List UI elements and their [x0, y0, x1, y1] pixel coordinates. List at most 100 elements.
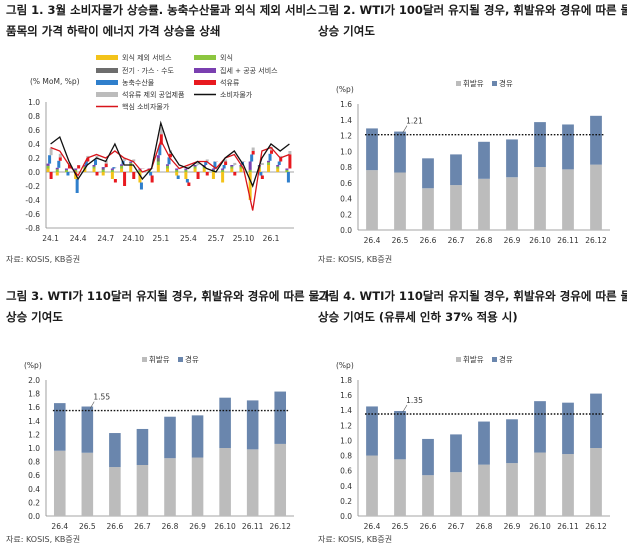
fig3-bar-gasoline	[136, 465, 149, 516]
figure-3-chart: (%p) 2.0 1.8 1.6 1.4 1.2 1.0 0.8 0.6 0.4 0.2 0.0 26.…	[24, 354, 294, 531]
fig4-ytick-label: 1.4	[340, 406, 352, 415]
fig4-xtick-label: 26.11	[557, 522, 579, 531]
fig3-xtick-label: 26.5	[79, 522, 96, 531]
fig2-bar-gasoline	[478, 178, 490, 230]
fig4-bar-diesel	[506, 419, 518, 464]
fig1-bar-agri	[84, 161, 88, 165]
fig4-ytick-label: 0.0	[340, 512, 352, 521]
fig1-legend-label-housing: 집세 + 공공 서비스	[220, 66, 278, 75]
fig1-legend-swatch-agri	[96, 80, 118, 85]
fig4-ytick-label: 1.8	[340, 376, 352, 385]
fig3-bar-diesel	[53, 403, 66, 451]
fig1-bar-dining	[248, 169, 252, 172]
fig3-xtick-label: 26.9	[189, 522, 206, 531]
fig1-bar-services-ex-dining	[184, 172, 188, 179]
fig1-legend-label-cpi: 소비자물가	[220, 90, 253, 99]
fig4-xtick-label: 26.10	[529, 522, 551, 531]
fig2-bar-diesel	[590, 115, 602, 165]
fig2-xtick-label: 26.11	[557, 236, 579, 245]
fig2-bar-gasoline	[450, 185, 462, 230]
fig1-cpi-line	[50, 120, 290, 188]
fig3-ytick-label: 1.2	[28, 430, 40, 439]
figure-1-chart: (% MoM, %p) 1.0 0.8 0.6 0.4 0.2 0.0 -0.2 -0.4 -0.…	[25, 53, 294, 243]
fig1-bar-housing	[285, 168, 289, 170]
fig2-ytick-label: 1.4	[340, 116, 352, 125]
figure-1-panel: 그림 1. 3월 소비자물가 상승률. 농축수산물과 외식 제외 서비스 품목의…	[6, 0, 317, 270]
fig1-bar-services-ex-dining	[276, 168, 280, 172]
fig1-bar-agri	[139, 182, 143, 190]
fig3-ytick-label: 0.0	[28, 512, 40, 521]
fig1-bar-utilities	[156, 158, 160, 162]
fig2-bar-gasoline	[366, 170, 378, 230]
fig1-bar-agri	[112, 167, 116, 169]
fig1-bar-dining	[55, 169, 59, 172]
fig1-bar-agri	[66, 172, 70, 176]
fig2-ytick-label: 0.2	[340, 210, 352, 219]
fig4-bar-diesel	[590, 393, 602, 448]
fig1-ylabel: (% MoM, %p)	[30, 77, 80, 86]
fig4-ytick-label: 0.4	[340, 482, 352, 491]
fig1-bar-goods-ex-oil	[288, 151, 292, 155]
fig1-xtick-label: 26.1	[263, 234, 280, 243]
fig1-bar-agri	[213, 161, 217, 169]
fig3-ytick-label: 0.8	[28, 458, 40, 467]
fig1-bar-housing	[221, 168, 225, 170]
fig2-bar-gasoline	[394, 172, 406, 230]
fig1-bar-dining	[184, 169, 188, 172]
fig1-bar-oil	[113, 179, 117, 183]
fig4-bar-diesel	[562, 402, 574, 455]
fig1-bar-agri	[204, 161, 208, 165]
fig3-xtick-label: 26.10	[214, 522, 236, 531]
fig3-xtick-label: 26.7	[134, 522, 151, 531]
fig1-bar-housing	[276, 165, 280, 167]
fig4-bar-diesel	[450, 434, 462, 473]
fig1-bar-housing	[230, 165, 234, 167]
fig1-bar-oil	[86, 158, 90, 162]
fig1-bar-housing	[74, 168, 78, 170]
fig3-bar-diesel	[164, 416, 176, 459]
fig1-legend-label-goods-ex-oil: 석유류 제외 공업제품	[122, 90, 185, 99]
fig1-bar-dining	[285, 169, 289, 172]
fig1-legend-swatch-dining	[194, 55, 216, 60]
fig1-bar-dining	[64, 169, 68, 172]
fig1-bar-services-ex-dining	[101, 172, 105, 176]
figure-1-title: 그림 1. 3월 소비자물가 상승률. 농축수산물과 외식 제외 서비스 품목의…	[6, 0, 317, 42]
fig4-xtick-label: 26.8	[476, 522, 493, 531]
fig1-bar-agri	[57, 160, 61, 168]
fig1-bar-dining	[156, 161, 160, 165]
fig3-ytick-label: 2.0	[28, 376, 40, 385]
fig1-bar-dining	[193, 166, 197, 169]
figure-1-title-line1: 그림 1. 3월 소비자물가 상승률. 농축수산물과 외식 제외 서비스	[6, 3, 317, 17]
fig1-bar-dining	[202, 166, 206, 169]
fig1-bar-agri	[48, 155, 52, 164]
fig4-legend-label-diesel: 경유	[499, 354, 513, 364]
fig1-bar-services-ex-dining	[230, 168, 234, 172]
fig1-legend-label-utilities: 전기 · 가스 · 수도	[122, 66, 175, 75]
fig1-bar-housing	[184, 168, 188, 170]
fig2-ytick-label: 0.4	[340, 195, 352, 204]
fig1-xtick-label: 24.10	[123, 234, 145, 243]
fig1-bar-housing	[64, 168, 68, 170]
fig1-bar-dining	[175, 169, 179, 172]
fig3-ytick-label: 1.8	[28, 390, 40, 399]
fig1-bar-housing	[267, 160, 271, 163]
figure-2-title: 그림 2. WTI가 100달러 유지될 경우, 휘발유와 경유에 따른 물가 …	[318, 0, 627, 42]
fig1-ytick-label: 0.8	[28, 112, 40, 121]
fig3-bar-gasoline	[109, 467, 121, 516]
fig1-bar-agri	[167, 157, 171, 165]
figure-4-title-line2: 상승 기여도 (유류세 인하 37% 적용 시)	[318, 310, 518, 324]
fig1-bar-dining	[101, 169, 105, 172]
fig1-bar-oil	[123, 172, 127, 186]
fig1-bar-services-ex-dining	[221, 172, 225, 183]
fig1-bar-goods-ex-oil	[132, 159, 136, 162]
fig2-bar-diesel	[450, 154, 462, 186]
fig1-bar-housing	[202, 165, 206, 167]
fig2-ytick-label: 0.6	[340, 179, 352, 188]
fig1-bar-agri	[176, 175, 180, 179]
fig4-bar-gasoline	[562, 454, 574, 516]
fig4-bar-gasoline	[366, 455, 378, 516]
figure-2-panel: 그림 2. WTI가 100달러 유지될 경우, 휘발유와 경유에 따른 물가 …	[318, 0, 627, 270]
fig1-ytick-label: 0.6	[28, 126, 40, 135]
fig1-bar-services-ex-dining	[211, 172, 215, 179]
fig1-ytick-label: 1.0	[28, 98, 40, 107]
